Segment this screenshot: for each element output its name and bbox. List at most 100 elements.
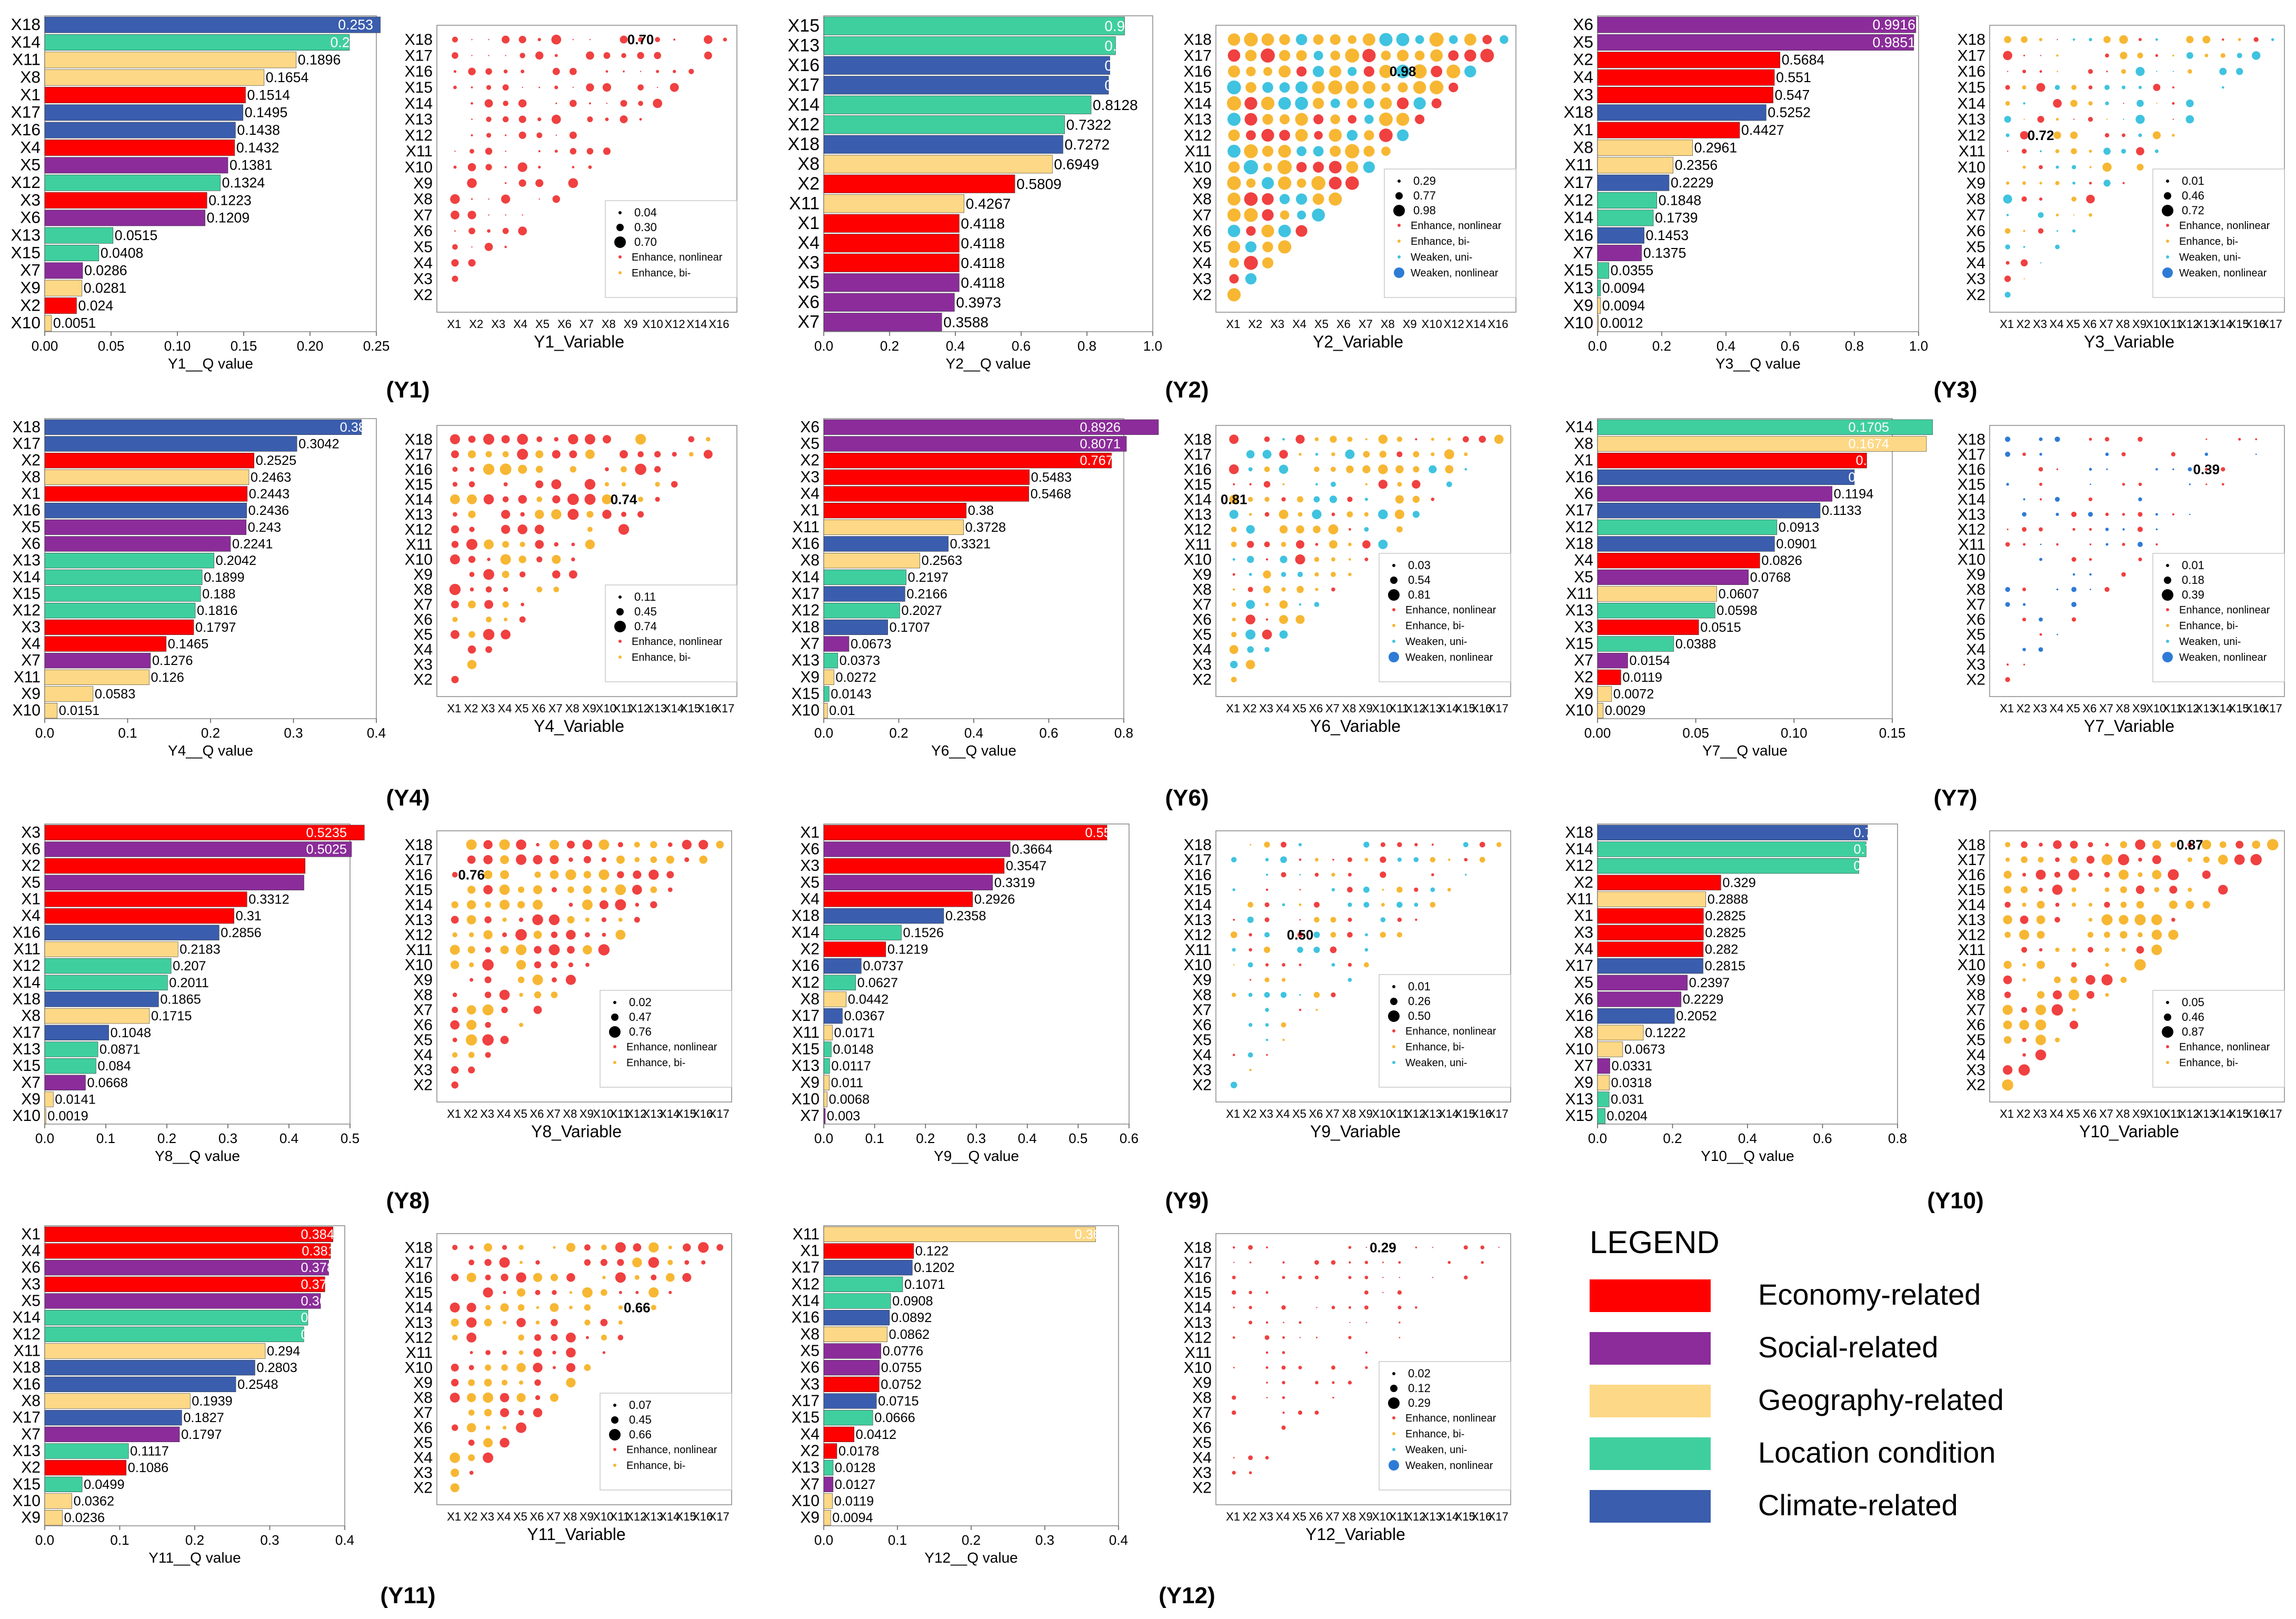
x-label: X11 [2163,1107,2183,1120]
interaction-dot [1362,465,1371,473]
interaction-dot [1245,629,1256,640]
interaction-dot [2005,85,2010,90]
bar-label: X3 [20,190,41,209]
interaction-dot [1233,1367,1235,1368]
interaction-dot [2071,887,2077,892]
interaction-dot [1249,1262,1252,1264]
interaction-dot [632,885,642,895]
interaction-dot [451,211,460,220]
x-label: X4 [498,702,512,715]
interaction-dot [467,886,476,894]
y-label: X11 [406,143,433,160]
interaction-dot [567,493,579,505]
interaction-dot [1232,618,1236,622]
interaction-dot [1364,1290,1369,1295]
x-label: X15 [2229,702,2249,715]
interaction-dot [1313,34,1324,45]
bar-x11 [823,1226,1096,1242]
interaction-chart-y11: X18X17X16X15X14X13X12X11X10X9X8X7X6X5X4X… [405,1233,732,1544]
interaction-dot [651,1274,657,1280]
bar-label: X5 [800,874,820,891]
x-label: X10 [2145,702,2166,715]
bar-label: X1 [20,85,41,104]
bar-x16 [44,503,247,519]
interaction-dot [2052,990,2062,1000]
x-label: X4 [1276,1107,1290,1120]
x-label: X16 [708,317,729,331]
bar-value-label: 0.1276 [152,653,193,668]
bar-x11 [823,1025,833,1040]
interaction-dot [1382,888,1384,891]
interaction-dot [450,434,460,444]
interaction-dot [2218,855,2228,865]
bar-value-label: 0.0019 [47,1109,88,1124]
interaction-dot [2134,959,2146,971]
bar-value-label: 0.1223 [208,192,252,208]
bar-label: X16 [1565,469,1593,486]
interaction-dot [520,1260,523,1264]
bar-value-label: 0.0148 [833,1042,873,1057]
y-label: X18 [405,31,433,48]
interaction-dot [1481,1261,1484,1264]
interaction-dot [2170,841,2177,848]
interaction-dot [1330,51,1341,61]
interaction-dot [1432,1247,1434,1248]
interaction-dot [1313,97,1324,109]
interaction-dot [1295,193,1307,205]
interaction-dot [1244,256,1258,270]
y-label: X13 [405,111,433,128]
interaction-dot [1379,33,1393,46]
bar-x3 [1597,619,1699,635]
plot-frame [44,823,351,1125]
interaction-dot [1331,1306,1335,1309]
interaction-dot [1382,1262,1384,1264]
y-label: X14 [1184,1299,1212,1316]
interaction-dot [535,465,543,473]
plot-frame [436,830,732,1102]
interaction-dot [1330,34,1341,45]
bar-value-label: 0.1715 [151,1009,192,1024]
bar-x15 [44,245,99,261]
interaction-dot [2039,165,2043,170]
type-legend-label: Enhance, bi- [1405,1041,1464,1053]
interaction-dot [1448,858,1451,861]
size-legend-dot [1392,1372,1395,1375]
y-label: X8 [413,581,433,599]
interaction-dot [2172,102,2175,105]
interaction-dot [551,1334,558,1341]
bar-x18 [44,16,381,33]
size-legend-box [2152,553,2285,682]
interaction-dot [570,148,577,155]
bar-value-label: 0.1381 [229,157,273,173]
bar-value-label: 0.0029 [1605,703,1645,718]
bar-value-label: 0.7201 [1854,826,1894,840]
bar-label: X9 [21,1090,41,1108]
interaction-dot [2138,436,2143,442]
bar-label: X8 [20,67,41,86]
bar-value-label: 0.294 [267,1344,300,1358]
bar-x13 [1597,280,1601,296]
bar-x14 [823,925,902,940]
interaction-dot [2138,872,2143,877]
interaction-dot [2021,196,2027,202]
interaction-dot [504,182,507,184]
bar-x18 [44,1360,255,1376]
interaction-dot [1232,573,1235,576]
type-legend-dot [1389,652,1399,662]
panel-caption: (Y9) [1165,1188,1209,1214]
interaction-dot [621,482,626,487]
x-label: X15 [1455,1107,1475,1120]
bar-label: X5 [797,273,820,293]
interaction-dot [2252,51,2261,60]
bar-label: X17 [1565,957,1593,975]
interaction-dot [2071,902,2077,907]
interaction-dot [2185,900,2194,909]
bar-value-label: 0.1707 [890,620,930,635]
interaction-dot [1265,888,1269,891]
bar-x9 [44,280,83,296]
interaction-dot [2089,573,2092,576]
interaction-dot [1232,588,1235,591]
y-label: X15 [405,1284,433,1302]
bar-label: X18 [1565,824,1593,841]
